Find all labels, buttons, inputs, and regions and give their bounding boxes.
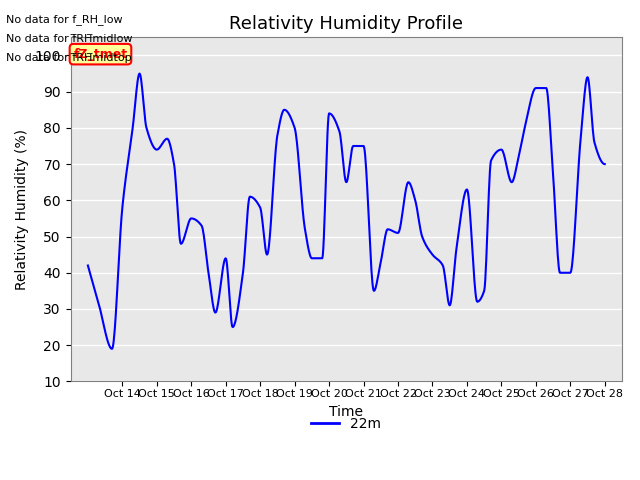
Legend: 22m: 22m xyxy=(306,411,387,436)
Text: No data for f_RH_low: No data for f_RH_low xyxy=(6,14,123,25)
Title: Relativity Humidity Profile: Relativity Humidity Profile xyxy=(229,15,463,33)
Text: fZ_tmet: fZ_tmet xyxy=(74,48,127,60)
X-axis label: Time: Time xyxy=(330,405,364,419)
Text: No data for f̅RH̅midlow: No data for f̅RH̅midlow xyxy=(6,34,133,44)
Text: No data for f̅RH̅midtop: No data for f̅RH̅midtop xyxy=(6,53,132,63)
Y-axis label: Relativity Humidity (%): Relativity Humidity (%) xyxy=(15,129,29,290)
